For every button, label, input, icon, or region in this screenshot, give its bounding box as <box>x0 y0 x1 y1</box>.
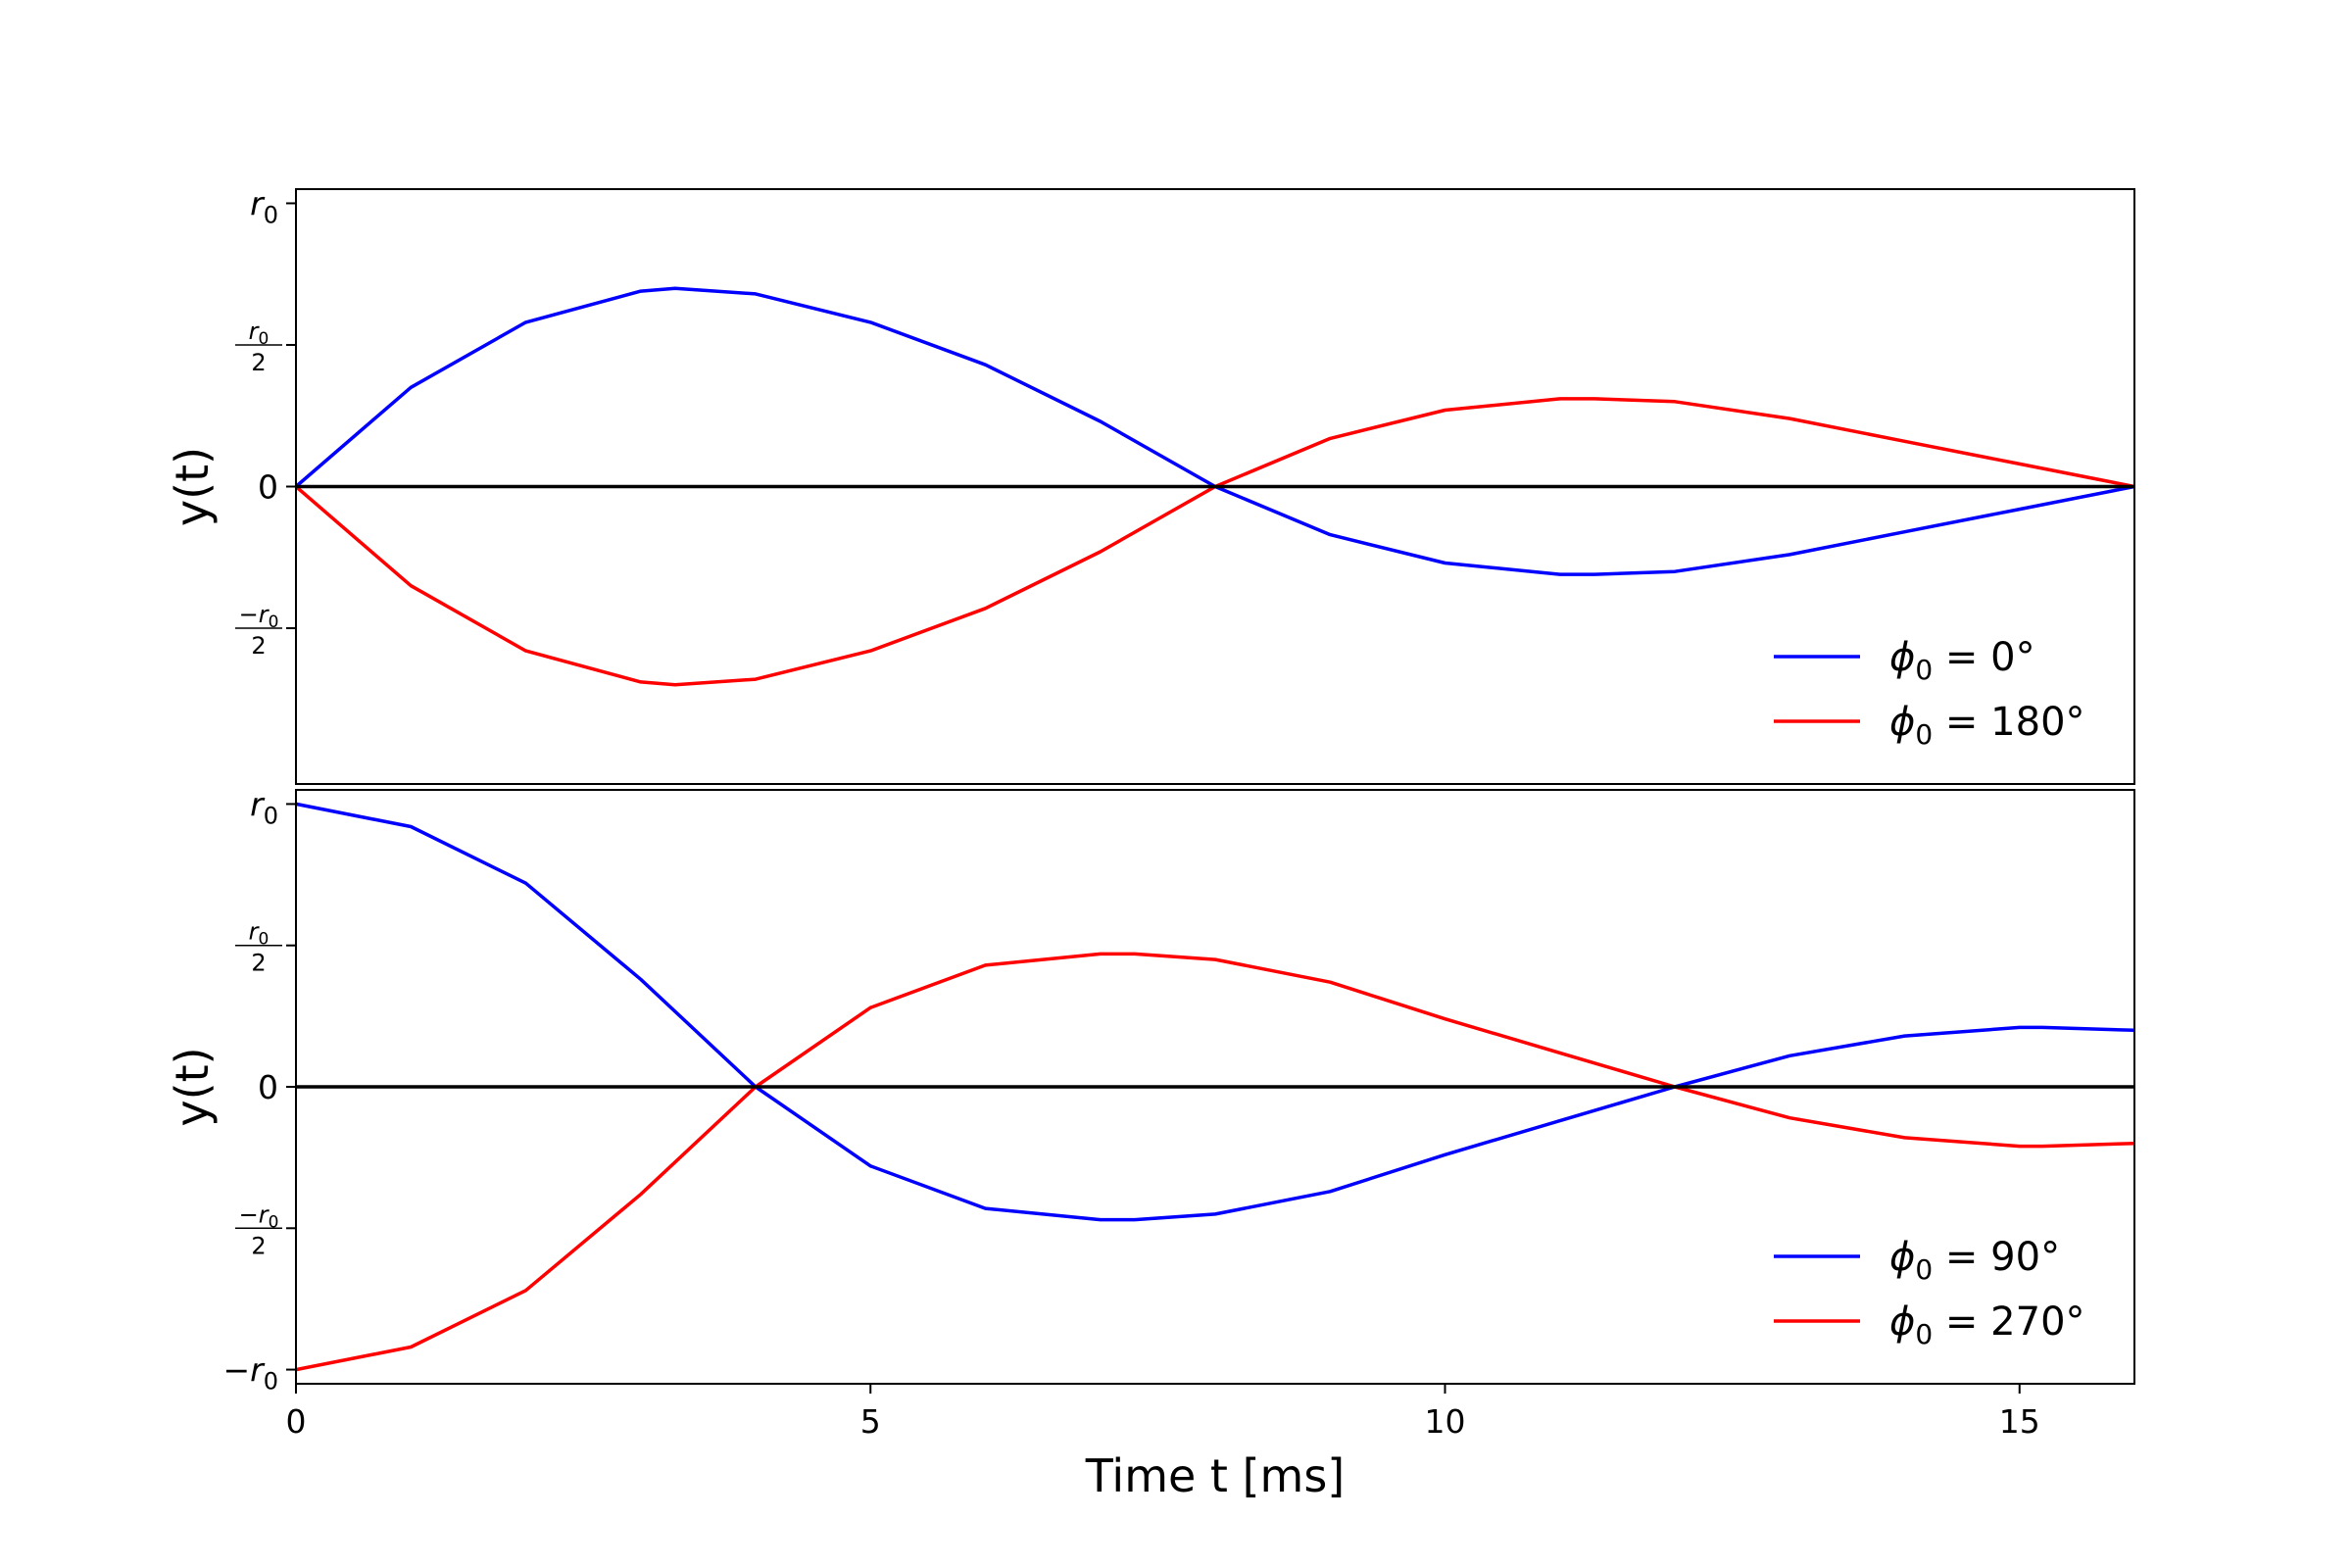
series-line-bottom-0 <box>295 802 2135 1222</box>
y-tick-label-numerator: −r0 <box>239 1200 279 1232</box>
legend-entry: ϕ0 = 270° <box>1889 1299 2085 1350</box>
y-tick-label-denominator: 2 <box>251 950 266 977</box>
x-tick-label: 10 <box>1425 1402 1466 1441</box>
y-tick-label-numerator: r0 <box>249 918 270 950</box>
y-tick-label: 0 <box>258 468 278 507</box>
y-tick-label: r0 <box>250 184 278 228</box>
x-tick-label: 15 <box>1999 1402 2040 1441</box>
legend-entry: ϕ0 = 180° <box>1889 700 2085 751</box>
series-line-bottom-1 <box>295 952 2135 1372</box>
y-tick-label: r0 <box>250 785 278 829</box>
legend-entry: ϕ0 = 0° <box>1889 635 2035 686</box>
y-tick-label-denominator: 2 <box>251 632 266 660</box>
y-axis-label: y(t) <box>166 447 219 526</box>
y-tick-label-denominator: 2 <box>251 1232 266 1259</box>
x-tick-label: 0 <box>286 1402 307 1441</box>
legend: ϕ0 = 90° ϕ0 = 270° <box>1774 1235 2085 1350</box>
y-tick-label: −r0 <box>223 1351 279 1396</box>
x-tick-label: 5 <box>860 1402 881 1441</box>
x-axis-label: Time t [ms] <box>1085 1449 1346 1502</box>
legend-entry: ϕ0 = 90° <box>1889 1235 2060 1286</box>
y-tick-label-denominator: 2 <box>251 349 266 376</box>
y-tick-label: 0 <box>258 1068 278 1106</box>
legend: ϕ0 = 0° ϕ0 = 180° <box>1774 635 2085 751</box>
y-tick-label-numerator: r0 <box>249 318 270 349</box>
y-tick-label-numerator: −r0 <box>239 601 279 632</box>
y-axis-label: y(t) <box>166 1047 219 1126</box>
